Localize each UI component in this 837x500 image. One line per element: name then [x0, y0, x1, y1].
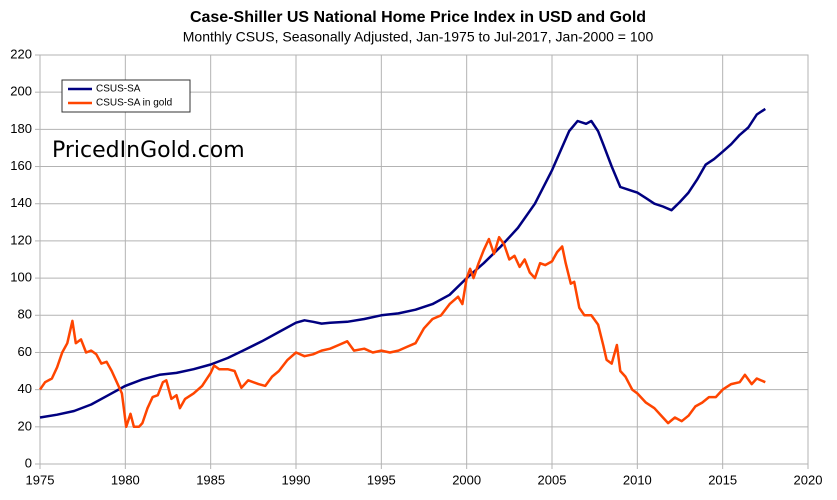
chart-title: Case-Shiller US National Home Price Inde…	[190, 9, 646, 26]
watermark: PricedInGold.com	[52, 138, 245, 163]
x-tick-label: 1990	[282, 472, 311, 487]
legend-label: CSUS-SA in gold	[96, 98, 172, 109]
x-tick-label: 2010	[623, 472, 652, 487]
plot-area	[39, 54, 809, 465]
y-tick-label: 0	[25, 455, 32, 470]
x-tick-label: 1975	[26, 472, 55, 487]
y-tick-label: 40	[18, 381, 32, 396]
x-tick-label: 1980	[111, 472, 140, 487]
y-tick-label: 180	[10, 121, 32, 136]
chart-subtitle: Monthly CSUS, Seasonally Adjusted, Jan-1…	[183, 29, 654, 45]
legend-box	[61, 79, 191, 113]
series-line	[38, 235, 766, 429]
y-tick-label: 140	[10, 195, 32, 210]
y-tick-label: 120	[10, 232, 32, 247]
legend-label: CSUS-SA	[96, 84, 141, 95]
x-tick-label: 2000	[452, 472, 481, 487]
x-tick-label: 2015	[708, 472, 737, 487]
y-tick-label: 60	[18, 344, 32, 359]
x-tick-label: 2020	[794, 472, 823, 487]
y-tick-label: 20	[18, 418, 32, 433]
y-tick-label: 80	[18, 307, 32, 322]
y-tick-label: 220	[10, 46, 32, 61]
x-tick-label: 1985	[196, 472, 225, 487]
x-tick-label: 1995	[367, 472, 396, 487]
y-tick-label: 160	[10, 158, 32, 173]
x-tick-label: 2005	[538, 472, 567, 487]
series-line	[39, 107, 766, 419]
y-tick-label: 100	[10, 270, 32, 285]
y-tick-label: 200	[10, 84, 32, 99]
